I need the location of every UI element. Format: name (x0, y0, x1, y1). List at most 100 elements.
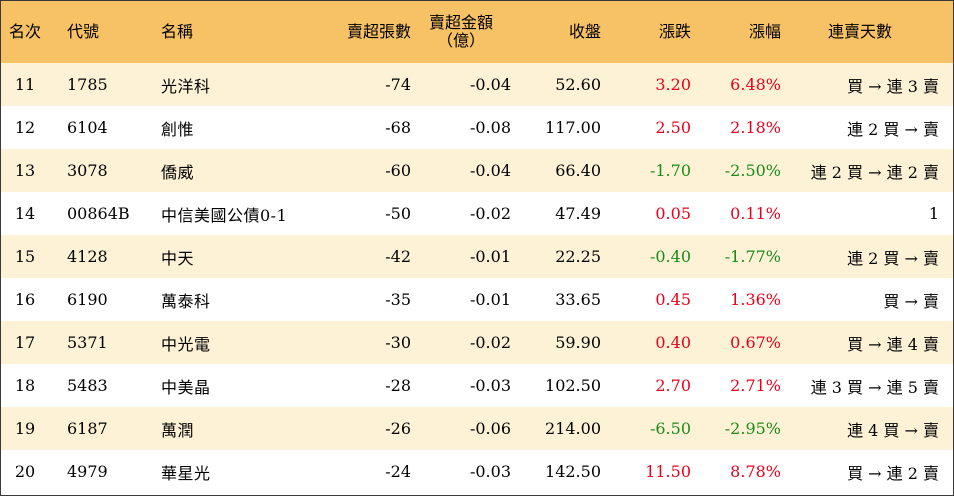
header-rank: 名次 (8, 22, 41, 41)
cell-sell-amount: -0.02 (469, 333, 511, 352)
header-change: 漲跌 (658, 22, 691, 41)
cell-code: 1785 (67, 75, 108, 94)
cell-streak: 1 (928, 204, 939, 223)
cell-sell-volume: -24 (385, 462, 411, 481)
cell-close: 142.50 (545, 462, 601, 481)
table-row[interactable]: 19 6187 萬潤 -26 -0.06 214.00 -6.50 -2.95% 連 4 買 →… (1, 407, 953, 450)
cell-streak: 連 3 買 → 連 5 賣 (810, 377, 939, 397)
cell-name: 創惟 (161, 119, 195, 139)
cell-change-pct: -2.50% (724, 161, 781, 180)
cell-streak: 買 → 連 4 賣 (847, 334, 939, 354)
cell-sell-volume: -26 (385, 419, 411, 438)
cell-close: 52.60 (555, 75, 601, 94)
header-code: 代號 (67, 22, 100, 41)
cell-sell-volume: -60 (385, 161, 411, 180)
cell-rank: 19 (14, 419, 36, 438)
cell-sell-amount: -0.01 (469, 247, 511, 266)
cell-name: 光洋科 (161, 76, 211, 96)
cell-change: -1.70 (649, 161, 691, 180)
table-row[interactable]: 13 3078 僑威 -60 -0.04 66.40 -1.70 -2.50% 連 2 買 → … (1, 149, 953, 192)
cell-sell-amount: -0.03 (469, 462, 511, 481)
cell-change-pct: 0.11% (730, 204, 781, 223)
cell-code: 6104 (67, 118, 108, 137)
cell-close: 33.65 (555, 290, 601, 309)
table-row[interactable]: 20 4979 華星光 -24 -0.03 142.50 11.50 8.78% 買 → 連 2… (1, 450, 953, 493)
cell-code: 4979 (67, 462, 108, 481)
cell-name: 中天 (161, 248, 195, 268)
cell-rank: 11 (14, 75, 36, 94)
cell-streak: 買 → 連 3 賣 (847, 76, 939, 96)
table-row[interactable]: 12 6104 創惟 -68 -0.08 117.00 2.50 2.18% 連 2 買 → 賣 (1, 106, 953, 149)
cell-sell-amount: -0.08 (469, 118, 511, 137)
table-row[interactable]: 16 6190 萬泰科 -35 -0.01 33.65 0.45 1.36% 買 → 賣 (1, 278, 953, 321)
cell-change: 0.05 (655, 204, 691, 223)
cell-close: 22.25 (555, 247, 601, 266)
cell-change-pct: -1.77% (724, 247, 781, 266)
cell-rank: 13 (14, 161, 36, 180)
cell-code: 3078 (67, 161, 108, 180)
cell-sell-amount: -0.01 (469, 290, 511, 309)
cell-rank: 15 (14, 247, 36, 266)
cell-close: 102.50 (545, 376, 601, 395)
cell-sell-amount: -0.04 (469, 161, 511, 180)
cell-code: 5483 (67, 376, 108, 395)
cell-streak: 連 2 買 → 賣 (847, 248, 939, 268)
cell-code: 5371 (67, 333, 108, 352)
header-close: 收盤 (568, 22, 601, 41)
table-row[interactable]: 11 1785 光洋科 -74 -0.04 52.60 3.20 6.48% 買 → 連 3 賣 (1, 63, 953, 106)
cell-code: 6187 (67, 419, 108, 438)
cell-change: 0.40 (655, 333, 691, 352)
cell-streak: 連 4 買 → 賣 (847, 420, 939, 440)
cell-name: 僑威 (161, 162, 195, 182)
cell-sell-amount: -0.04 (469, 75, 511, 94)
cell-close: 117.00 (545, 118, 601, 137)
cell-rank: 20 (14, 462, 36, 481)
cell-sell-volume: -35 (385, 290, 411, 309)
cell-change: 11.50 (645, 462, 691, 481)
header-sell-amount: 賣超金額 （億） (411, 1, 511, 63)
table-row[interactable]: 14 00864B 中信美國公債0-1 -50 -0.02 47.49 0.05 0.11% 1 (1, 192, 953, 235)
header-sell-amount-line1: 賣超金額 (428, 13, 493, 32)
cell-change: 0.45 (655, 290, 691, 309)
cell-change-pct: -2.95% (724, 419, 781, 438)
cell-code: 4128 (67, 247, 108, 266)
cell-sell-volume: -74 (385, 75, 411, 94)
cell-change: 3.20 (655, 75, 691, 94)
cell-code: 00864B (67, 204, 130, 223)
cell-name: 中信美國公債0-1 (161, 205, 288, 225)
cell-rank: 16 (14, 290, 36, 309)
cell-name: 華星光 (161, 463, 211, 483)
cell-close: 47.49 (555, 204, 601, 223)
cell-rank: 14 (14, 204, 36, 223)
table-row[interactable]: 15 4128 中天 -42 -0.01 22.25 -0.40 -1.77% 連 2 買 → … (1, 235, 953, 278)
cell-name: 中美晶 (161, 377, 211, 397)
header-streak: 連賣天數 (827, 22, 892, 41)
header-sell-amount-line2: （億） (436, 31, 485, 50)
cell-sell-volume: -42 (385, 247, 411, 266)
header-change-pct: 漲幅 (748, 22, 781, 41)
cell-change: 2.50 (655, 118, 691, 137)
header-sell-volume: 賣超張數 (346, 22, 411, 41)
table-header-row: 名次 代號 名稱 賣超張數 賣超金額 （億） 收盤 漲跌 漲幅 連賣天數 (1, 1, 953, 63)
cell-change-pct: 0.67% (730, 333, 781, 352)
table-body: 11 1785 光洋科 -74 -0.04 52.60 3.20 6.48% 買 → 連 3 賣… (1, 63, 953, 493)
cell-close: 59.90 (555, 333, 601, 352)
table-row[interactable]: 17 5371 中光電 -30 -0.02 59.90 0.40 0.67% 買 → 連 4 賣 (1, 321, 953, 364)
cell-name: 萬泰科 (161, 291, 211, 311)
cell-code: 6190 (67, 290, 108, 309)
cell-streak: 買 → 連 2 賣 (847, 463, 939, 483)
cell-close: 66.40 (555, 161, 601, 180)
cell-change-pct: 2.71% (730, 376, 781, 395)
cell-streak: 連 2 買 → 連 2 賣 (810, 162, 939, 182)
header-name: 名稱 (161, 22, 194, 41)
cell-change-pct: 2.18% (730, 118, 781, 137)
cell-sell-volume: -28 (385, 376, 411, 395)
cell-sell-volume: -50 (385, 204, 411, 223)
table-row[interactable]: 18 5483 中美晶 -28 -0.03 102.50 2.70 2.71% 連 3 買 → … (1, 364, 953, 407)
cell-rank: 18 (14, 376, 36, 395)
cell-close: 214.00 (545, 419, 601, 438)
cell-name: 中光電 (161, 334, 211, 354)
cell-sell-amount: -0.06 (469, 419, 511, 438)
